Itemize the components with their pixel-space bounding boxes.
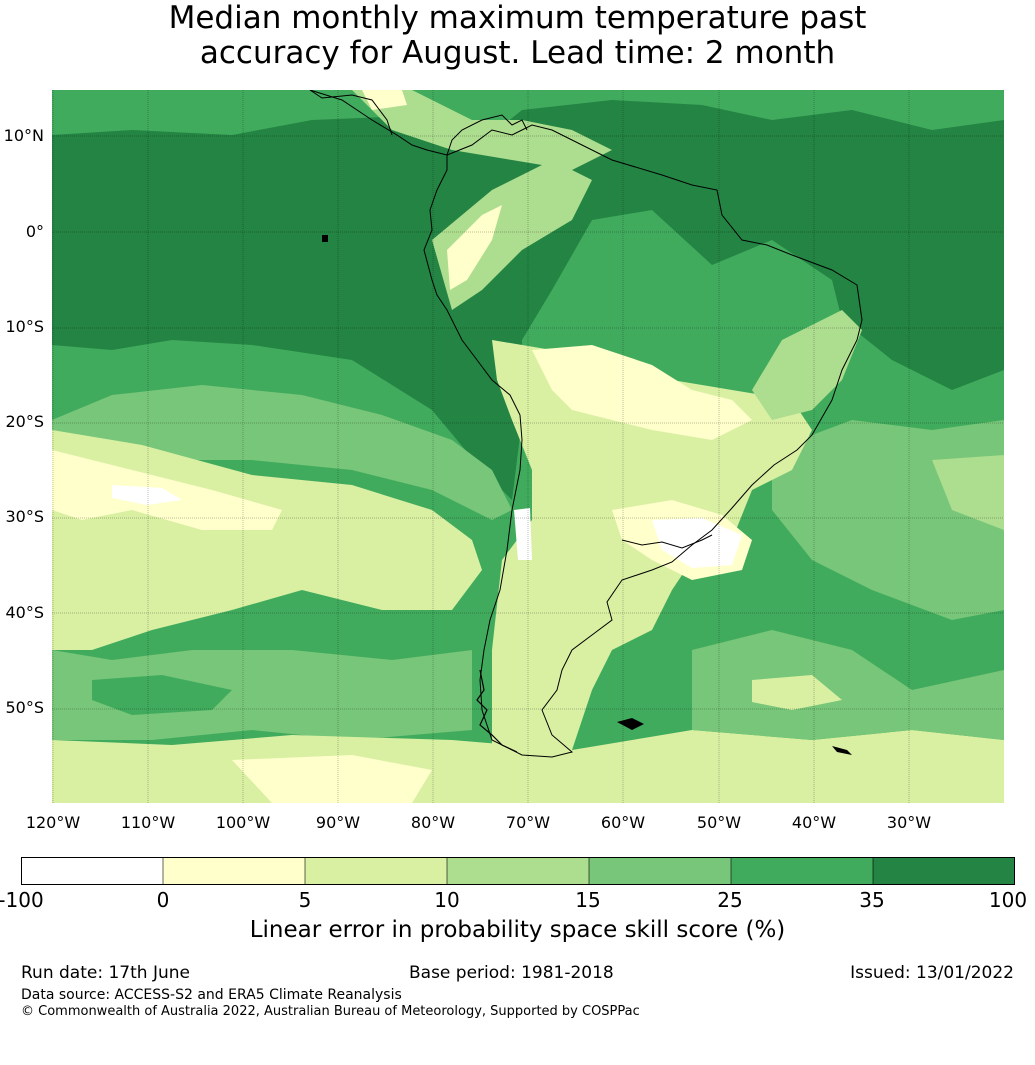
lat-label-10n: 10°N xyxy=(3,126,44,145)
lon-label-50w: 50°W xyxy=(696,813,742,832)
tropical-high-skill-region xyxy=(52,100,1004,500)
andes-north-low-skill xyxy=(432,160,592,310)
southern-very-low-skill-band xyxy=(232,755,432,803)
colorbar-tick-35: 35 xyxy=(859,888,885,912)
falkland-islands xyxy=(617,718,644,730)
colorbar-cell-4 xyxy=(588,857,732,885)
colorbar-tick-neg100: -100 xyxy=(0,888,44,912)
lat-label-10s: 10°S xyxy=(5,317,44,336)
colorbar-tick-25: 25 xyxy=(717,888,743,912)
graticule xyxy=(52,90,1004,803)
south-america-coastline xyxy=(309,90,863,758)
atlantic-southeast-low xyxy=(692,630,1004,740)
colorbar-cell-2 xyxy=(304,857,448,885)
colorbar-cell-0 xyxy=(21,857,164,885)
continental-low-skill-zone xyxy=(492,340,812,790)
falklands-low-skill xyxy=(752,675,842,710)
lat-label-50s: 50°S xyxy=(5,698,44,717)
lon-label-30w: 30°W xyxy=(886,813,932,832)
colorbar-tick-10: 10 xyxy=(434,888,460,912)
colorbar-tick-5: 5 xyxy=(298,888,312,912)
colorbar-label: Linear error in probability space skill … xyxy=(249,917,786,943)
south-atlantic-low-patch xyxy=(932,455,1004,530)
copyright: © Commonwealth of Australia 2022, Austra… xyxy=(21,1004,640,1019)
southern-pacific-green xyxy=(52,650,472,740)
south-pacific-very-low-skill xyxy=(52,450,282,530)
colorbar-tick-15: 15 xyxy=(575,888,601,912)
lon-label-110w: 110°W xyxy=(120,813,176,832)
galapagos-island xyxy=(322,235,328,242)
south-pacific-white-patch xyxy=(112,485,182,505)
brazil-coast-low-skill xyxy=(752,310,862,420)
river-plate-outline xyxy=(621,534,713,549)
lat-label-30s: 30°S xyxy=(5,507,44,526)
issued-date: Issued: 13/01/2022 xyxy=(850,963,1014,983)
lon-label-60w: 60°W xyxy=(600,813,646,832)
lon-label-70w: 70°W xyxy=(505,813,551,832)
data-source: Data source: ACCESS-S2 and ERA5 Climate … xyxy=(21,987,402,1003)
lon-label-100w: 100°W xyxy=(215,813,271,832)
lon-label-40w: 40°W xyxy=(791,813,837,832)
map-title-line1: Median monthly maximum temperature past xyxy=(168,0,867,36)
andes-north-very-low xyxy=(447,205,502,290)
colorbar-cell-3 xyxy=(446,857,590,885)
colorbar-tick-0: 0 xyxy=(156,888,170,912)
colorbar-tick-100: 100 xyxy=(988,888,1028,912)
continental-very-low-skill-zone xyxy=(532,345,752,440)
caribbean-coast xyxy=(446,114,528,156)
lon-label-80w: 80°W xyxy=(410,813,456,832)
chile-fjords xyxy=(476,669,518,753)
skill-score-map xyxy=(52,90,1004,803)
map-title-line2: accuracy for August. Lead time: 2 month xyxy=(199,35,836,71)
pacific-moderate-band xyxy=(52,385,512,520)
chile-white-patch xyxy=(514,508,532,560)
lon-label-120w: 120°W xyxy=(25,813,81,832)
southern-pacific-dark-patch xyxy=(92,675,232,715)
south-georgia-island xyxy=(832,746,852,755)
colorbar-cell-6 xyxy=(872,857,1015,885)
caribbean-low-skill xyxy=(352,90,612,170)
la-plata-white-patch xyxy=(652,518,742,568)
base-period: Base period: 1981-2018 xyxy=(409,963,614,983)
lat-label-0: 0° xyxy=(25,222,44,241)
colorbar-cell-5 xyxy=(730,857,874,885)
colorbar-cell-1 xyxy=(162,857,306,885)
central-america-coastline xyxy=(309,90,393,136)
colorbar xyxy=(21,857,1015,885)
lat-label-20s: 20°S xyxy=(5,412,44,431)
run-date: Run date: 17th June xyxy=(21,963,190,983)
caribbean-very-low xyxy=(362,90,407,110)
lat-label-40s: 40°S xyxy=(5,603,44,622)
lon-label-90w: 90°W xyxy=(315,813,361,832)
